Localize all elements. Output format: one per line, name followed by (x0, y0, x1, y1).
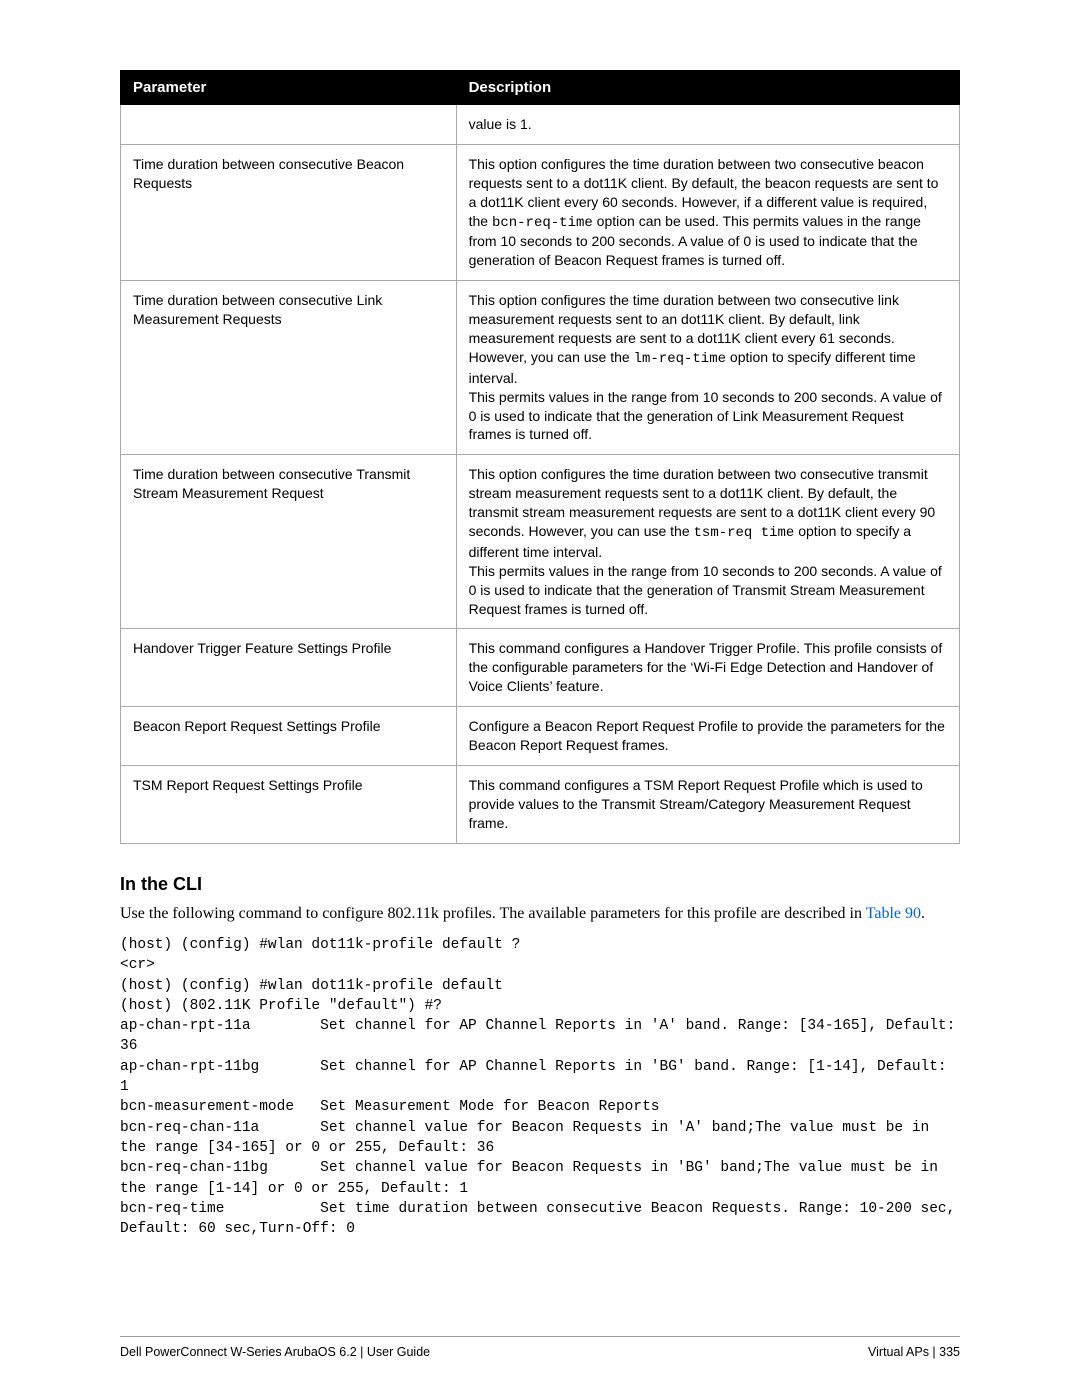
desc-cell: This command configures a TSM Report Req… (456, 765, 959, 843)
table-link[interactable]: Table 90 (866, 905, 921, 922)
parameter-table: Parameter Description value is 1.Time du… (120, 70, 960, 844)
inline-code: lm-req-time (634, 351, 726, 367)
th-description: Description (456, 71, 959, 105)
inline-code: tsm-req time (694, 525, 795, 541)
param-cell (121, 105, 457, 145)
table-row: value is 1. (121, 105, 960, 145)
page-footer: Dell PowerConnect W-Series ArubaOS 6.2 |… (120, 1336, 960, 1359)
param-cell: TSM Report Request Settings Profile (121, 765, 457, 843)
param-cell: Handover Trigger Feature Settings Profil… (121, 629, 457, 707)
desc-cell: This command configures a Handover Trigg… (456, 629, 959, 707)
desc-cell: This option configures the time duration… (456, 281, 959, 455)
table-row: TSM Report Request Settings ProfileThis … (121, 765, 960, 843)
desc-cell: value is 1. (456, 105, 959, 145)
table-row: Beacon Report Request Settings ProfileCo… (121, 707, 960, 766)
cli-heading: In the CLI (120, 874, 960, 895)
desc-cell: This option configures the time duration… (456, 455, 959, 629)
param-cell: Time duration between consecutive Beacon… (121, 144, 457, 280)
desc-cell: Configure a Beacon Report Request Profil… (456, 707, 959, 766)
cli-block: (host) (config) #wlan dot11k-profile def… (120, 935, 960, 1239)
inline-code: bcn-req-time (492, 215, 593, 231)
param-cell: Beacon Report Request Settings Profile (121, 707, 457, 766)
param-cell: Time duration between consecutive Transm… (121, 455, 457, 629)
footer-left: Dell PowerConnect W-Series ArubaOS 6.2 |… (120, 1345, 430, 1359)
param-cell: Time duration between consecutive Link M… (121, 281, 457, 455)
table-row: Time duration between consecutive Beacon… (121, 144, 960, 280)
intro-text-a: Use the following command to configure 8… (120, 905, 866, 922)
footer-right: Virtual APs | 335 (868, 1345, 960, 1359)
desc-cell: This option configures the time duration… (456, 144, 959, 280)
intro-text-b: . (921, 905, 925, 922)
table-row: Time duration between consecutive Transm… (121, 455, 960, 629)
cli-intro: Use the following command to configure 8… (120, 903, 960, 925)
table-row: Time duration between consecutive Link M… (121, 281, 960, 455)
th-parameter: Parameter (121, 71, 457, 105)
table-row: Handover Trigger Feature Settings Profil… (121, 629, 960, 707)
